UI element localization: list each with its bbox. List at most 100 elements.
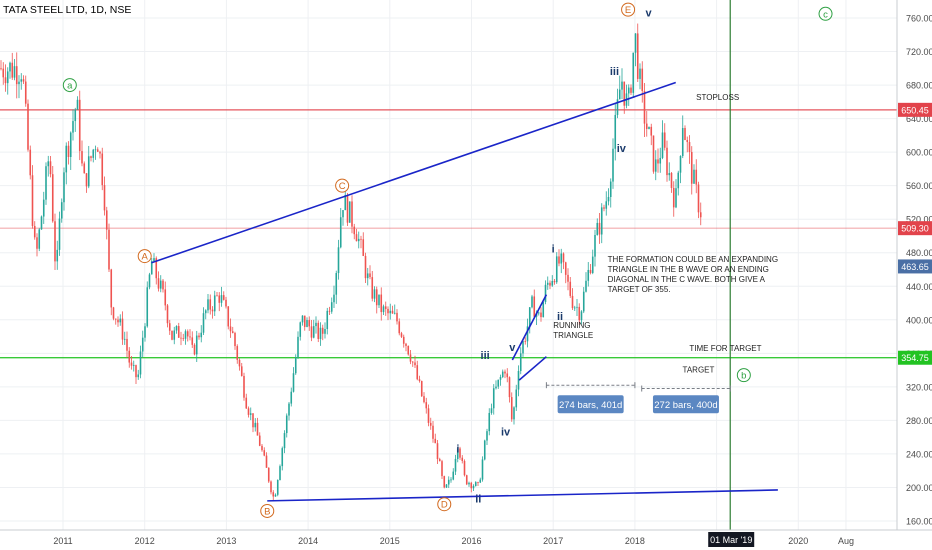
candle-body [83,163,86,174]
candle-body [587,269,590,281]
y-tick-label: 240.00 [906,449,932,459]
candle-body [252,413,254,428]
level-price-text: 509.30 [901,224,929,234]
candle-body [330,302,333,312]
trendline[interactable] [518,356,547,381]
candle-body [627,87,630,94]
level-price-badge [898,350,932,365]
trendline[interactable] [267,489,778,502]
candle-body [209,299,212,310]
candle-body [677,172,680,189]
last-price-text: 463.65 [901,262,929,272]
candle-body [537,312,540,314]
time-axis[interactable]: 2011 2012 2013 2014 2015 2016 2017 2018 2020 Aug 0… [0,529,932,547]
candle-body [290,391,293,404]
candle-body [456,448,459,459]
candle-body [76,99,79,110]
horizontal-levels [0,109,897,359]
candle-body [281,448,284,467]
candle-body [589,269,592,273]
candle-body [33,225,36,238]
annotations: STOPLOSS RUNNING TRIANGLE TIME FOR TARGET TA… [553,93,778,374]
candle-body [324,329,326,334]
y-tick-label: 480.00 [906,248,932,258]
candle-body [81,151,83,164]
candle-body [166,305,169,324]
candlestick-series [0,23,702,501]
candle-body [288,403,290,416]
candle-body [342,210,344,218]
candle-body [423,396,425,403]
candle-body [22,79,25,82]
bar-measures[interactable]: 274 bars, 401d 272 bars, 400d [545,382,731,414]
candle-body [317,322,320,339]
wave-label: iii [481,350,490,362]
candle-body [49,161,52,175]
candle-body [668,173,671,176]
candle-body [567,274,569,282]
candle-body [216,295,218,297]
candle-body [267,467,270,482]
candle-body [85,173,88,187]
candle-body [229,326,232,332]
candle-body [695,169,698,185]
level-price-badge [898,221,932,236]
candle-body [227,306,230,327]
candle-body [636,33,639,79]
y-tick-label: 440.00 [906,282,932,292]
candle-body [276,480,279,495]
candle-body [477,482,479,483]
candle-body [67,145,70,157]
price-axis[interactable]: 160.00200.00240.00280.00320.00360.00400.… [896,0,932,530]
candle-body [414,362,416,366]
candle-body [630,87,632,93]
candle-body [499,376,502,380]
wave-label-circle [621,2,636,17]
wave-label-circled: a [67,81,73,92]
candle-body [418,379,421,382]
last-price-badge [898,259,932,274]
candle-body [144,326,146,338]
candle-body [564,262,567,275]
candle-body [38,229,41,249]
wave-label-circle [818,6,833,21]
candle-body [54,221,56,262]
candle-body [463,460,466,476]
chart-annotation: THE FORMATION COULD BE AN EXPANDING TRIAN… [608,255,778,294]
candle-body [236,346,239,360]
candle-body [585,280,587,292]
candle-body [132,365,135,366]
measure-badge-text: 274 bars, 401d [559,400,622,411]
candle-body [681,128,684,157]
candle-body [153,258,155,262]
candle-body [333,294,335,303]
candle-body [114,318,117,320]
x-tick-label: 2014 [298,536,318,546]
candle-body [321,327,324,334]
candle-body [198,335,200,338]
x-tick-label: 2018 [625,536,645,546]
trendline[interactable] [151,81,677,264]
candle-body [130,362,133,366]
candle-body [193,344,196,355]
candle-body [355,234,358,242]
candle-body [472,485,475,489]
candle-body [411,361,414,363]
candle-body [387,308,389,314]
trendline[interactable] [511,294,548,361]
trendlines[interactable] [151,81,778,502]
candle-body [11,62,14,78]
candle-body [594,234,596,257]
candle-body [256,422,259,436]
annotation-line: TARGET OF 355. [608,285,671,294]
candle-body [663,132,666,148]
y-tick-label: 680.00 [906,81,932,91]
candle-body [607,196,610,202]
annotation-line: TARGET [683,366,715,375]
candle-body [36,237,38,249]
candle-body [378,294,380,306]
candle-body [652,135,655,172]
candle-body [45,166,47,200]
